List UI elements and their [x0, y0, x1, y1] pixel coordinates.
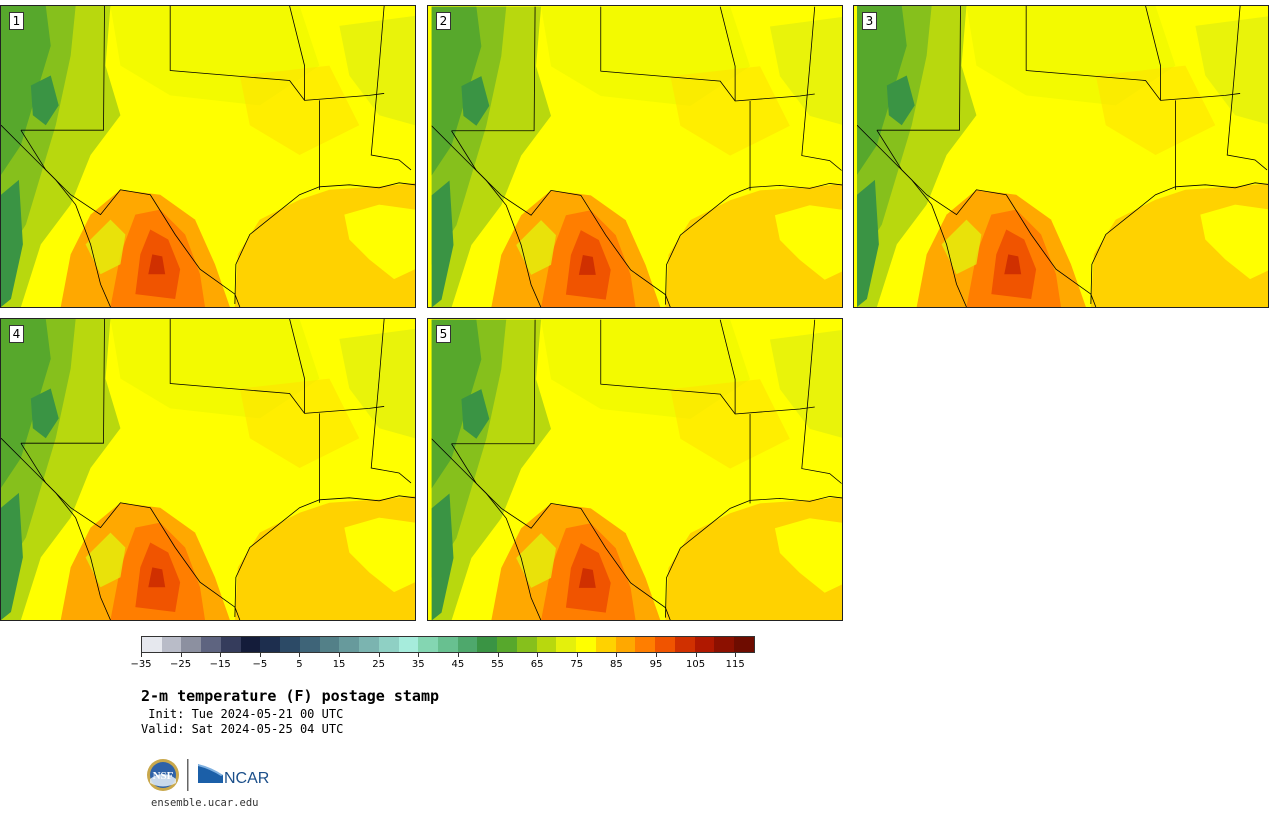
colorbar-swatch [595, 637, 616, 652]
temperature-map [856, 6, 1268, 307]
panel-number: 1 [9, 12, 24, 30]
colorbar-swatch [576, 637, 596, 652]
colorbar-swatch [438, 637, 458, 652]
colorbar-tick-label: −15 [209, 659, 231, 670]
colorbar-tick [497, 653, 499, 657]
colorbar-tick [299, 653, 301, 657]
colorbar-swatch [477, 637, 498, 652]
colorbar-swatch [359, 637, 379, 652]
colorbar-tick-label: −35 [130, 659, 152, 670]
colorbar-swatch [280, 637, 300, 652]
colorbar-tick [339, 653, 341, 657]
ncar-logo-icon: NCAR [198, 764, 269, 787]
panel-number: 5 [436, 325, 451, 343]
colorbar-tick-label: 15 [332, 659, 346, 670]
colorbar-tick [576, 653, 578, 657]
colorbar-swatch [516, 637, 537, 652]
colorbar-swatch [142, 637, 162, 652]
colorbar-tick [655, 653, 657, 657]
colorbar-tick-label: 85 [609, 659, 623, 670]
chart-title: 2-m temperature (F) postage stamp [141, 687, 440, 705]
map-panel-3: 3 [853, 5, 1269, 308]
colorbar-swatch [418, 637, 439, 652]
colorbar-swatch [201, 637, 221, 652]
colorbar-tick-label: 45 [451, 659, 465, 670]
colorbar-swatch [497, 637, 517, 652]
colorbar-tick [735, 653, 737, 657]
nsf-logo-icon: NSF [147, 759, 179, 791]
website-link[interactable]: ensemble.ucar.edu [151, 797, 259, 809]
nsf-text: NSF [153, 770, 174, 782]
colorbar-tick-label: 5 [296, 659, 303, 670]
logos: NSF NCAR [145, 757, 275, 793]
colorbar-tick [378, 653, 380, 657]
colorbar-swatch [655, 637, 675, 652]
temperature-map [1, 6, 415, 307]
colorbar-tick-label: 105 [686, 659, 706, 670]
colorbar-swatch [378, 637, 399, 652]
colorbar-swatch [457, 637, 478, 652]
colorbar-swatch [635, 637, 656, 652]
colorbar-tick-label: 55 [491, 659, 504, 670]
temperature-colorbar [141, 636, 755, 653]
colorbar-tick-label: 35 [411, 659, 425, 670]
init-time: Init: Tue 2024-05-21 00 UTC [141, 707, 344, 721]
colorbar-swatch [161, 637, 182, 652]
temperature-map [1, 319, 415, 620]
colorbar-swatch [536, 637, 557, 652]
colorbar-tick [695, 653, 697, 657]
ncar-text: NCAR [224, 770, 269, 787]
colorbar-tick-label: 65 [530, 659, 544, 670]
colorbar-tick [616, 653, 618, 657]
colorbar-tick-label: 25 [372, 659, 386, 670]
colorbar-swatch [260, 637, 281, 652]
colorbar-swatch [339, 637, 360, 652]
colorbar-swatch [299, 637, 320, 652]
colorbar-swatch [240, 637, 261, 652]
map-panel-4: 4 [0, 318, 416, 621]
panel-number: 3 [862, 12, 877, 30]
colorbar-tick-label: 115 [725, 659, 745, 670]
colorbar-swatch [615, 637, 636, 652]
colorbar-swatch [181, 637, 202, 652]
colorbar-tick-label: −5 [252, 659, 268, 670]
colorbar-swatch [714, 637, 735, 652]
colorbar-tick-label: 75 [570, 659, 584, 670]
colorbar-swatch [694, 637, 715, 652]
colorbar-tick [457, 653, 459, 657]
colorbar-swatch [734, 637, 754, 652]
map-panel-5: 5 [427, 318, 843, 621]
panel-number: 4 [9, 325, 24, 343]
colorbar-tick [259, 653, 261, 657]
colorbar-swatch [319, 637, 340, 652]
colorbar-tick-label: 95 [649, 659, 663, 670]
colorbar-swatch [556, 637, 577, 652]
colorbar-tick [141, 653, 142, 657]
colorbar-tick [220, 653, 222, 657]
colorbar-swatch [398, 637, 419, 652]
colorbar-swatch [220, 637, 241, 652]
colorbar-tick [180, 653, 182, 657]
map-panel-1: 1 [0, 5, 416, 308]
map-panel-2: 2 [427, 5, 843, 308]
colorbar-tick-label: −25 [170, 659, 192, 670]
temperature-map [431, 6, 842, 307]
temperature-map [431, 319, 842, 620]
colorbar-tick-labels: −35 −25 −15 −5 5 15 25 35 45 55 65 75 85 95 105 115 [130, 653, 755, 683]
colorbar-swatch [674, 637, 695, 652]
colorbar-tick [418, 653, 420, 657]
colorbar-tick [537, 653, 539, 657]
valid-time: Valid: Sat 2024-05-25 04 UTC [141, 722, 344, 736]
panel-number: 2 [436, 12, 451, 30]
